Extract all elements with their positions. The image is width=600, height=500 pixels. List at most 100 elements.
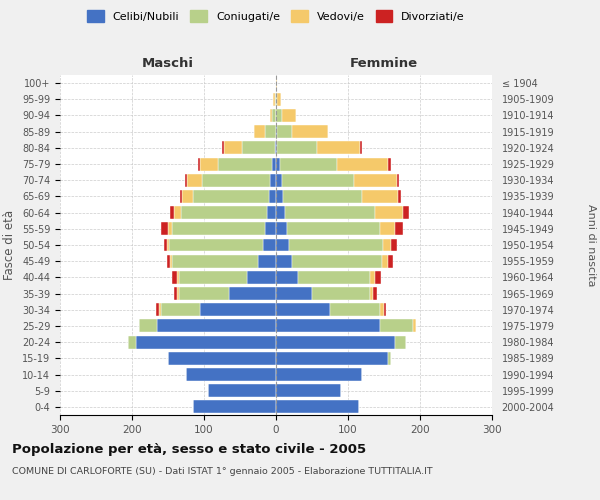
Bar <box>139 320 157 332</box>
Bar <box>289 238 383 252</box>
Bar <box>247 271 276 284</box>
Bar <box>224 142 242 154</box>
Bar <box>193 400 276 413</box>
Bar <box>276 287 312 300</box>
Bar <box>395 222 403 235</box>
Bar <box>277 93 281 106</box>
Bar <box>276 190 283 203</box>
Bar <box>180 190 182 203</box>
Bar <box>282 109 296 122</box>
Text: COMUNE DI CARLOFORTE (SU) - Dati ISTAT 1° gennaio 2005 - Elaborazione TUTTITALIA: COMUNE DI CARLOFORTE (SU) - Dati ISTAT 1… <box>12 468 433 476</box>
Bar <box>174 206 181 219</box>
Bar <box>388 352 391 365</box>
Bar <box>185 174 187 186</box>
Bar <box>276 206 284 219</box>
Bar <box>273 93 275 106</box>
Bar <box>360 142 362 154</box>
Bar <box>268 206 276 219</box>
Bar <box>200 158 218 170</box>
Bar <box>172 222 265 235</box>
Bar <box>277 142 317 154</box>
Bar <box>222 142 224 154</box>
Bar <box>312 287 370 300</box>
Bar <box>277 125 292 138</box>
Bar <box>158 304 161 316</box>
Bar <box>298 271 370 284</box>
Bar <box>170 206 174 219</box>
Bar <box>276 93 277 106</box>
Bar <box>380 320 413 332</box>
Bar <box>384 304 386 316</box>
Bar <box>383 238 391 252</box>
Bar <box>391 238 397 252</box>
Bar <box>276 174 282 186</box>
Bar <box>270 174 276 186</box>
Bar <box>202 174 270 186</box>
Bar <box>282 174 354 186</box>
Bar <box>354 174 397 186</box>
Bar <box>172 254 258 268</box>
Bar <box>388 254 394 268</box>
Bar <box>362 190 398 203</box>
Bar <box>179 287 229 300</box>
Text: Maschi: Maschi <box>142 57 194 70</box>
Bar <box>269 109 272 122</box>
Bar <box>168 222 172 235</box>
Bar <box>276 158 280 170</box>
Bar <box>229 287 276 300</box>
Bar <box>370 271 376 284</box>
Bar <box>397 174 399 186</box>
Bar <box>413 320 416 332</box>
Bar <box>380 222 395 235</box>
Bar <box>317 142 360 154</box>
Bar <box>265 125 276 138</box>
Bar <box>193 190 269 203</box>
Bar <box>276 125 277 138</box>
Bar <box>208 384 276 397</box>
Bar <box>276 271 298 284</box>
Bar <box>167 254 170 268</box>
Bar <box>161 222 168 235</box>
Bar <box>179 271 247 284</box>
Y-axis label: Fasce di età: Fasce di età <box>4 210 16 280</box>
Bar <box>330 304 380 316</box>
Bar <box>181 206 268 219</box>
Bar <box>276 254 292 268</box>
Text: Femmine: Femmine <box>350 57 418 70</box>
Bar <box>292 254 382 268</box>
Bar <box>382 254 388 268</box>
Bar <box>198 158 200 170</box>
Bar <box>276 222 287 235</box>
Bar <box>376 271 381 284</box>
Bar <box>370 287 373 300</box>
Bar <box>242 142 275 154</box>
Bar <box>269 190 276 203</box>
Bar <box>374 206 403 219</box>
Bar <box>174 287 178 300</box>
Bar <box>276 384 341 397</box>
Bar <box>157 320 276 332</box>
Bar <box>284 206 374 219</box>
Bar <box>395 336 406 348</box>
Bar <box>276 109 282 122</box>
Bar <box>157 304 158 316</box>
Bar <box>276 368 362 381</box>
Bar <box>178 271 179 284</box>
Bar <box>398 190 401 203</box>
Bar <box>178 287 179 300</box>
Bar <box>276 336 395 348</box>
Bar <box>276 304 330 316</box>
Bar <box>380 304 384 316</box>
Bar <box>254 125 265 138</box>
Bar <box>167 238 169 252</box>
Text: Popolazione per età, sesso e stato civile - 2005: Popolazione per età, sesso e stato civil… <box>12 442 366 456</box>
Bar <box>172 271 178 284</box>
Bar <box>168 352 276 365</box>
Bar <box>272 109 276 122</box>
Bar <box>283 190 362 203</box>
Bar <box>280 158 337 170</box>
Bar <box>218 158 272 170</box>
Bar <box>276 320 380 332</box>
Bar <box>275 93 276 106</box>
Bar <box>272 158 276 170</box>
